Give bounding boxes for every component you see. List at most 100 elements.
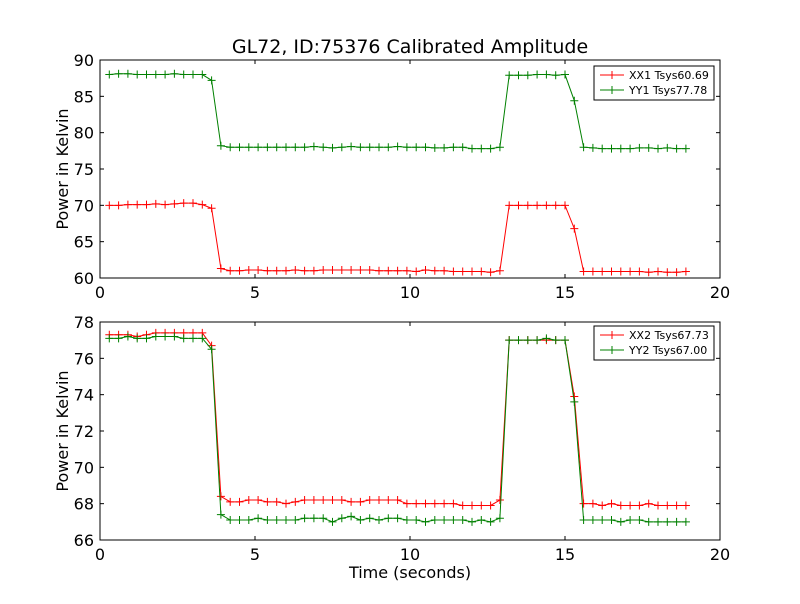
bottom-axes: 0 5 10 15 20 66 68 70 72 74 76 78 Power in Kelvin Tim… — [53, 313, 730, 582]
data-point — [254, 266, 263, 275]
data-point — [402, 499, 411, 508]
data-point — [663, 517, 672, 526]
data-point — [161, 70, 170, 79]
x-tick-label: 20 — [710, 545, 730, 564]
data-point — [254, 143, 263, 152]
y-tick-label: 78 — [74, 313, 94, 332]
data-point — [458, 143, 467, 152]
y-tick-label: 65 — [74, 233, 94, 252]
y-tick-label: 75 — [74, 160, 94, 179]
data-point — [430, 516, 439, 525]
data-point — [486, 268, 495, 277]
data-point — [681, 144, 690, 153]
series-1 — [105, 69, 690, 153]
y-tick-label: 80 — [74, 124, 94, 143]
data-point — [458, 516, 467, 525]
data-point — [384, 266, 393, 275]
legend-label: YY2 Tsys67.00 — [628, 344, 707, 357]
data-point — [542, 334, 551, 343]
data-point — [626, 267, 635, 276]
data-point — [598, 267, 607, 276]
data-point — [291, 516, 300, 525]
data-point — [216, 141, 225, 150]
data-point — [347, 142, 356, 151]
y-axis-label: Power in Kelvin — [53, 108, 72, 229]
data-point — [300, 514, 309, 523]
y-tick-label: 68 — [74, 495, 94, 514]
data-point — [607, 144, 616, 153]
data-point — [133, 334, 142, 343]
data-point — [105, 201, 114, 210]
data-point — [179, 334, 188, 343]
x-tick-label: 0 — [95, 545, 105, 564]
data-point — [616, 517, 625, 526]
data-point — [375, 143, 383, 152]
data-point — [244, 143, 253, 152]
data-point — [375, 516, 383, 525]
data-point — [468, 501, 476, 510]
x-tick-label: 0 — [95, 283, 105, 302]
data-point — [495, 266, 504, 275]
data-point — [440, 266, 449, 275]
data-point — [123, 200, 132, 209]
data-point — [114, 69, 123, 78]
data-point — [226, 266, 235, 275]
legend-marker — [608, 71, 616, 79]
data-point — [300, 266, 309, 275]
data-point — [458, 267, 467, 276]
data-point — [263, 516, 272, 525]
y-tick-label: 60 — [74, 269, 94, 288]
data-point — [189, 70, 197, 79]
y-tick-label: 70 — [74, 458, 94, 477]
data-point — [179, 199, 188, 208]
data-point — [393, 514, 402, 523]
legend: XX1 Tsys60.69 YY1 Tsys77.78 — [593, 65, 715, 101]
data-point — [654, 517, 662, 526]
data-point — [291, 266, 300, 275]
data-point — [235, 143, 244, 152]
data-point — [254, 496, 263, 505]
data-point — [282, 516, 290, 525]
data-point — [328, 496, 337, 505]
data-point — [319, 496, 328, 505]
data-point — [654, 501, 662, 510]
data-point — [365, 514, 374, 523]
legend-box — [593, 325, 715, 361]
data-point — [551, 336, 560, 345]
data-point — [570, 397, 579, 406]
data-point — [412, 267, 421, 276]
data-point — [142, 334, 151, 343]
data-point — [681, 501, 690, 510]
data-point — [523, 71, 532, 80]
data-point — [644, 499, 653, 508]
data-point — [123, 332, 132, 341]
y-tick-label: 66 — [74, 531, 94, 550]
data-point — [654, 267, 662, 276]
data-point — [579, 499, 588, 508]
data-point — [449, 516, 458, 525]
legend: XX2 Tsys67.73 YY2 Tsys67.00 — [593, 325, 715, 361]
data-point — [300, 496, 309, 505]
data-point — [588, 143, 597, 152]
data-point — [161, 332, 170, 341]
data-point — [226, 143, 235, 152]
data-point — [514, 336, 523, 345]
legend-label: XX1 Tsys60.69 — [629, 69, 709, 82]
x-tick-label: 10 — [400, 283, 420, 302]
data-point — [644, 517, 653, 526]
data-point — [644, 143, 653, 152]
data-point — [681, 267, 690, 276]
data-point — [449, 499, 458, 508]
data-point — [440, 516, 449, 525]
data-point — [319, 514, 328, 523]
data-point — [579, 143, 588, 152]
data-point — [533, 201, 542, 210]
data-point — [430, 499, 439, 508]
data-point — [235, 516, 244, 525]
data-point — [626, 516, 635, 525]
data-point — [170, 332, 179, 341]
data-point — [421, 143, 430, 152]
data-point — [216, 492, 225, 501]
data-point — [616, 501, 625, 510]
